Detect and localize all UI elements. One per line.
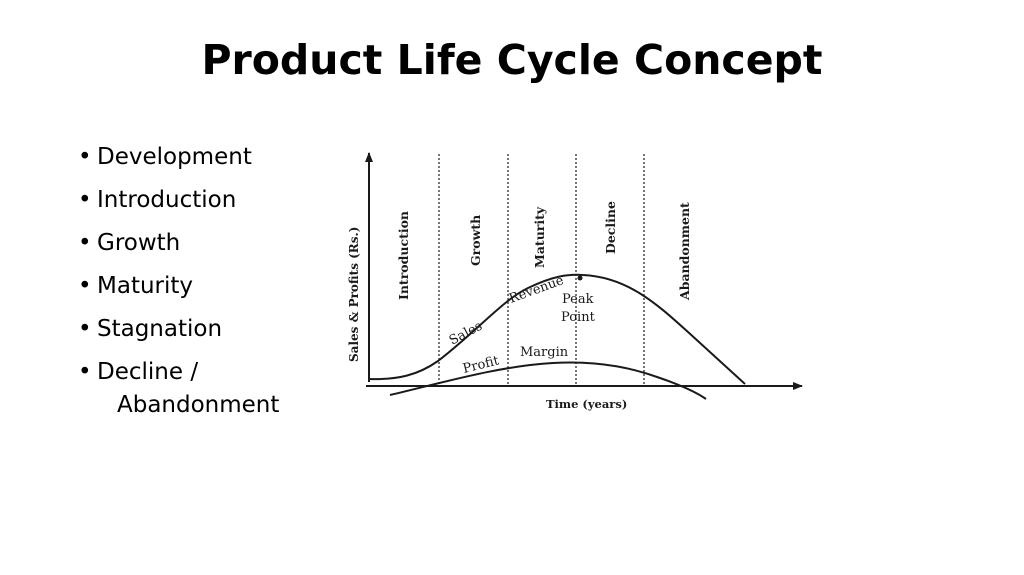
peak-point-marker bbox=[577, 275, 583, 281]
sales-label: Sales bbox=[447, 319, 485, 349]
bullet-icon: • bbox=[78, 144, 92, 170]
x-axis-label: Time (years) bbox=[546, 397, 627, 411]
stage-label-abandonment: Abandonment bbox=[677, 202, 692, 301]
stage-label-introduction: Introduction bbox=[396, 211, 411, 300]
bullet-icon: • bbox=[78, 359, 92, 385]
bullet-item-growth: • Growth bbox=[78, 226, 279, 269]
margin-label: Margin bbox=[520, 345, 569, 360]
bullet-item-stagnation: • Stagnation bbox=[78, 312, 279, 355]
bullet-icon: • bbox=[78, 316, 92, 342]
bullet-item-development: • Development bbox=[78, 140, 279, 183]
stage-label-decline: Decline bbox=[603, 201, 618, 254]
slide-title: Product Life Cycle Concept bbox=[201, 36, 823, 84]
bullet-item-introduction: • Introduction bbox=[78, 183, 279, 226]
bullet-icon: • bbox=[78, 230, 92, 256]
product-life-cycle-diagram: Sales & Profits (Rs.) Time (years) Intro… bbox=[347, 152, 803, 411]
bullet-list: • Development • Introduction • Growth • Matu… bbox=[78, 140, 279, 421]
profit-curve bbox=[389, 361, 707, 400]
bullet-item-decline: • Decline / Abandonment bbox=[78, 355, 279, 421]
sales-curve bbox=[367, 273, 746, 385]
y-axis-label: Sales & Profits (Rs.) bbox=[347, 227, 361, 362]
bullet-item-maturity: • Maturity bbox=[78, 269, 279, 312]
stage-label-maturity: Maturity bbox=[532, 206, 547, 268]
bullet-icon: • bbox=[78, 273, 92, 299]
peak-label: Peak bbox=[562, 292, 594, 307]
stage-label-growth: Growth bbox=[468, 215, 483, 266]
bullet-icon: • bbox=[78, 187, 92, 213]
bullet-continuation: Abandonment bbox=[117, 392, 280, 418]
revenue-label: Revenue bbox=[507, 273, 566, 307]
point-label: Point bbox=[561, 310, 596, 325]
